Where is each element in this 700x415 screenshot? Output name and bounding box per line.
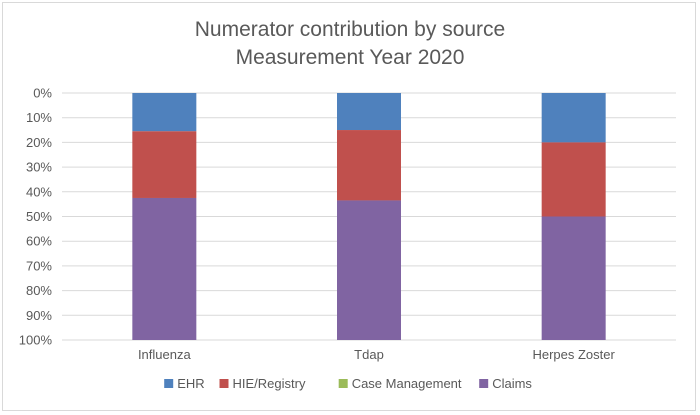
x-category-label: Tdap bbox=[354, 347, 384, 362]
y-tick-label: 70% bbox=[26, 258, 52, 273]
chart-title: Numerator contribution by source Measure… bbox=[0, 16, 700, 72]
legend-swatch bbox=[479, 379, 489, 388]
bar-segment-ehr bbox=[541, 93, 606, 143]
y-tick-label: 0% bbox=[33, 86, 52, 101]
y-tick-label: 20% bbox=[26, 135, 52, 150]
legend-swatch bbox=[219, 379, 229, 388]
bar-segment-claims bbox=[132, 197, 197, 340]
bar-segment-claims bbox=[541, 216, 606, 340]
y-tick-label: 100% bbox=[19, 333, 53, 348]
x-category-label: Influenza bbox=[138, 347, 192, 362]
chart-title-line-1: Numerator contribution by source bbox=[194, 18, 506, 41]
bar-segment-ehr bbox=[132, 93, 197, 132]
legend-swatch bbox=[164, 379, 174, 388]
y-tick-label: 10% bbox=[26, 110, 52, 125]
y-tick-label: 40% bbox=[26, 184, 52, 199]
y-tick-label: 60% bbox=[26, 234, 52, 249]
legend-label: HIE/Registry bbox=[233, 376, 306, 391]
y-tick-label: 50% bbox=[26, 209, 52, 224]
legend-swatch bbox=[338, 379, 348, 388]
bar-segment-ehr bbox=[337, 93, 401, 131]
y-tick-label: 90% bbox=[26, 308, 52, 323]
y-tick-label: 80% bbox=[26, 283, 52, 298]
x-category-label: Herpes Zoster bbox=[532, 347, 615, 362]
legend-label: EHR bbox=[177, 376, 204, 391]
bar-segment-hie-registry bbox=[541, 142, 606, 217]
chart-title-line-2: Measurement Year 2020 bbox=[235, 46, 465, 69]
bar-segment-claims bbox=[337, 200, 401, 340]
legend-label: Case Management bbox=[352, 376, 462, 391]
bar-segment-hie-registry bbox=[132, 131, 197, 198]
y-tick-label: 30% bbox=[26, 160, 52, 175]
legend-label: Claims bbox=[492, 376, 532, 391]
bar-segment-hie-registry bbox=[337, 130, 401, 201]
